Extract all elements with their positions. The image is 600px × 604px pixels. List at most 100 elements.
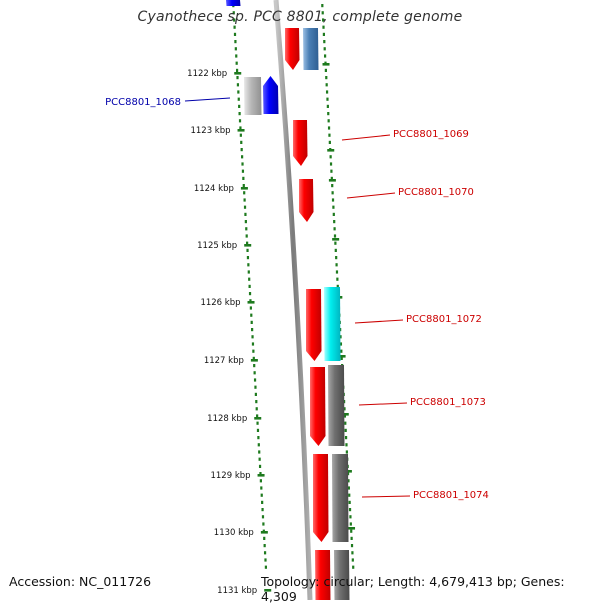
outer-ring-dot <box>349 515 352 519</box>
outer-ring-dot <box>344 421 347 425</box>
gene-arrow-gray <box>328 365 345 446</box>
gene-label-leader <box>358 402 408 406</box>
outer-ring-dot <box>327 119 330 123</box>
inner-ring-dot <box>261 515 265 519</box>
outer-ring-dot <box>327 112 330 116</box>
outer-ring-dot <box>328 140 331 144</box>
inner-ring-dot <box>256 421 259 425</box>
inner-ring-dot <box>259 479 262 483</box>
inner-ring-dot <box>238 104 241 108</box>
outer-ring-dot <box>340 356 343 360</box>
outer-ring-dot <box>345 450 348 454</box>
tick-label: 1126 kbp <box>200 298 240 308</box>
outer-ring-dot <box>321 4 324 8</box>
tick-label: 1123 kbp <box>190 126 230 136</box>
inner-ring-dot <box>243 191 246 195</box>
outer-ring-dot <box>344 428 347 432</box>
gene-label-leader <box>184 97 231 102</box>
accession-text: Accession: NC_011726 <box>9 574 152 589</box>
gene-label: PCC8801_1069 <box>393 129 469 140</box>
outer-ring-dot <box>333 227 336 231</box>
tick-label: 1131 kbp <box>217 586 257 596</box>
map-title: Cyanothece sp. PCC 8801, complete genome <box>137 9 463 25</box>
inner-ring-dot <box>234 40 237 44</box>
inner-ring-dot <box>245 234 248 238</box>
gene-label: PCC8801_1074 <box>413 490 489 501</box>
inner-ring-dot <box>261 500 264 504</box>
outer-ring-dot <box>326 104 329 108</box>
outer-ring-dot <box>323 47 326 51</box>
outer-tick-mark <box>322 63 330 66</box>
inner-ring-dot <box>264 565 268 569</box>
inner-ring-dot <box>263 551 267 555</box>
tick-label: 1125 kbp <box>197 241 237 251</box>
outer-ring-dot <box>350 529 353 533</box>
gene-label-leader <box>341 134 391 141</box>
outer-ring-dot <box>330 176 333 180</box>
inner-ring-dot <box>254 385 257 389</box>
inner-ring-dot <box>237 90 240 94</box>
outer-ring-dot <box>352 565 355 569</box>
inner-ring-dot <box>257 436 260 440</box>
outer-tick-mark <box>328 179 336 182</box>
outer-ring-dot <box>332 212 335 216</box>
outer-ring-dot <box>325 76 328 80</box>
outer-ring-dot <box>340 349 343 353</box>
tick-label: 1127 kbp <box>204 356 244 366</box>
tick-mark <box>244 244 252 247</box>
gene-arrow-lightgray <box>244 77 262 115</box>
tick-label: 1122 kbp <box>187 69 227 79</box>
tick-mark <box>237 129 245 132</box>
outer-ring-dot <box>350 544 354 548</box>
inner-ring-dot <box>243 205 247 209</box>
inner-ring-dot <box>240 140 243 144</box>
inner-ring-dot <box>235 54 238 58</box>
outer-ring-dot <box>325 90 329 94</box>
tick-mark <box>260 531 268 534</box>
outer-ring-dot <box>339 335 342 339</box>
inner-ring-dot <box>252 349 255 353</box>
inner-ring-dot <box>242 184 245 188</box>
outer-ring-dot <box>332 205 335 209</box>
outer-tick-mark <box>344 470 352 473</box>
gene-arrow-blue <box>263 76 279 114</box>
inner-ring-dot <box>240 148 243 152</box>
inner-ring-dot <box>255 400 258 404</box>
inner-ring-dot <box>253 378 257 382</box>
inner-ring-dot <box>242 176 245 180</box>
inner-ring-dot <box>249 299 252 303</box>
inner-ring-dot <box>241 155 244 159</box>
gene-arrow-gray <box>332 454 349 542</box>
inner-ring-dot <box>239 126 242 130</box>
outer-ring-dot <box>329 155 332 159</box>
inner-ring-dot <box>244 220 247 224</box>
inner-ring-dot <box>250 313 253 317</box>
inner-ring-dot <box>253 371 256 375</box>
outer-ring-dot <box>351 551 354 555</box>
gene-features <box>226 0 350 600</box>
inner-ring-dot <box>237 97 240 101</box>
gene-arrow-gray <box>334 550 350 600</box>
inner-ring-dot <box>259 472 262 476</box>
outer-ring-dot <box>324 68 327 72</box>
tick-mark <box>234 72 242 75</box>
outer-ring-dot <box>331 184 334 188</box>
tick-label: 1124 kbp <box>194 184 234 194</box>
inner-ring-dot <box>263 544 266 548</box>
outer-ring-dot <box>347 486 350 490</box>
outer-ring-dot <box>345 443 348 447</box>
outer-ring-dot <box>333 234 337 238</box>
tick-mark <box>247 301 255 304</box>
outer-ring-dot <box>335 256 338 260</box>
gene-arrow-red <box>306 289 322 361</box>
gene-arrow-red <box>299 179 314 222</box>
outer-tick-mark <box>341 413 349 416</box>
inner-ring-dot <box>236 83 240 87</box>
gene-arrow-blue <box>226 0 241 6</box>
tick-marks: 1122 kbp 1123 kbp 1124 kbp 1125 kbp 1126 kbp… <box>187 63 356 596</box>
outer-ring-dot <box>336 277 339 281</box>
inner-ring-dot <box>260 493 263 497</box>
tick-mark <box>254 417 262 420</box>
inner-ring-dot <box>248 277 251 281</box>
